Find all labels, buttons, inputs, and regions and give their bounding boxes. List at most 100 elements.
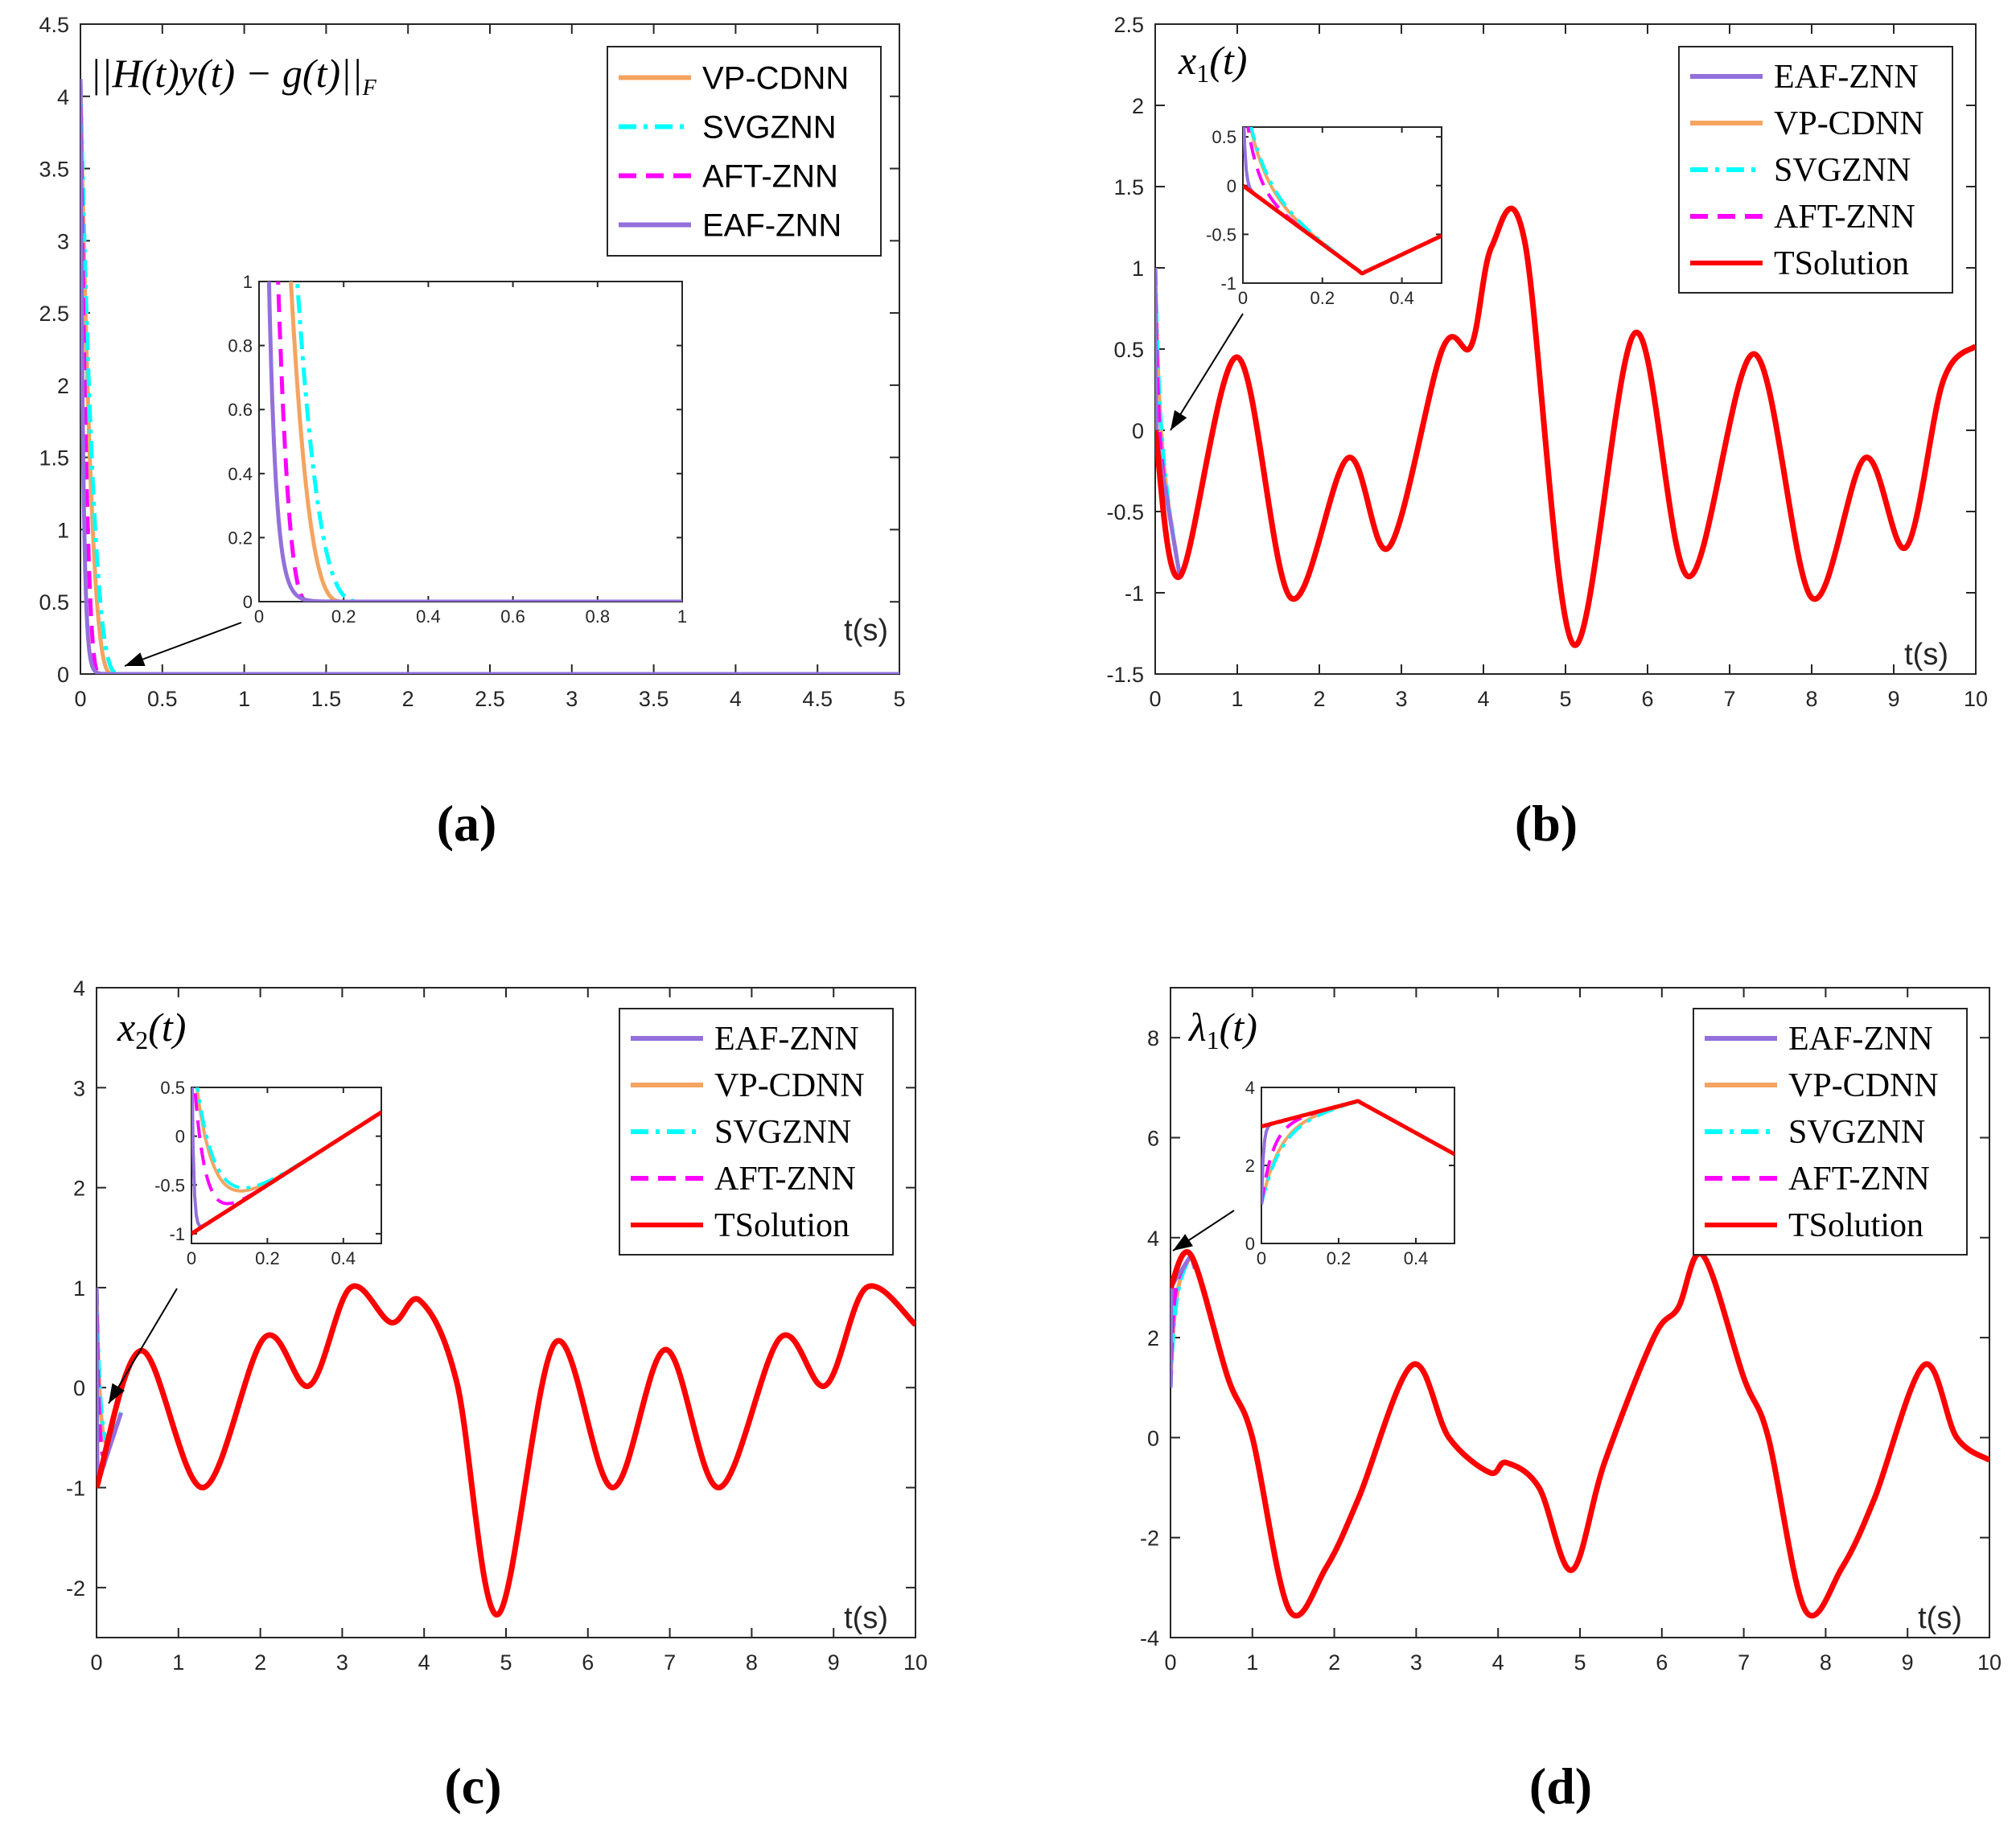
x-tick-label: 3 <box>566 687 578 711</box>
y-tick-label: 1 <box>1132 257 1144 281</box>
x-tick-label: 3 <box>1410 1650 1422 1675</box>
x-tick-label: 0 <box>90 1650 102 1675</box>
x-tick-label: 5 <box>893 687 905 711</box>
x-tick-label: 7 <box>664 1650 676 1675</box>
inset-y-tick-label: -1 <box>169 1224 185 1244</box>
y-tick-label: 2 <box>1147 1326 1159 1350</box>
inset-y-tick-label: 0 <box>175 1127 185 1147</box>
x-tick-label: 2 <box>1313 687 1325 711</box>
legend-label: AFT-ZNN <box>702 159 838 195</box>
inset-x-tick-label: 0 <box>187 1248 196 1268</box>
y-tick-label: -4 <box>1140 1626 1159 1650</box>
x-tick-label: 2 <box>402 687 414 711</box>
inset-series-svgznn <box>294 282 682 602</box>
x-tick-label: 10 <box>903 1650 928 1675</box>
panel-title: λ1(t) <box>1187 1005 1257 1054</box>
inset-y-tick-label: 0.5 <box>160 1078 185 1098</box>
panel-caption: (a) <box>437 795 497 852</box>
x-tick-label: 3 <box>336 1650 348 1675</box>
y-tick-label: -1.5 <box>1106 663 1144 687</box>
inset-series-tsolution <box>1261 1099 1454 1157</box>
panel-caption: (b) <box>1515 795 1578 852</box>
inset-frame <box>258 281 683 602</box>
legend-label: EAF-ZNN <box>702 208 841 244</box>
callout-arrow-line <box>1170 313 1244 431</box>
inset-y-tick-label: -0.5 <box>1206 224 1236 245</box>
y-tick-label: 2.5 <box>39 302 69 326</box>
x-tick-label: 1 <box>1231 687 1243 711</box>
inset-y-tick-label: 0 <box>1227 176 1236 196</box>
legend-label: TSolution <box>1788 1207 1923 1244</box>
callout-arrow-head <box>109 1383 125 1404</box>
legend-label: AFT-ZNN <box>714 1161 856 1198</box>
inset-x-tick-label: 0 <box>1257 1248 1266 1268</box>
legend-label: AFT-ZNN <box>1788 1161 1930 1198</box>
inset-y-tick-label: 4 <box>1245 1078 1255 1098</box>
x-tick-label: 10 <box>1977 1650 2002 1675</box>
inset-x-tick-label: 0.2 <box>1310 288 1335 308</box>
panel-caption: (c) <box>444 1757 501 1815</box>
y-tick-label: 3.5 <box>39 158 69 182</box>
inset-y-tick-label: 0.6 <box>228 400 253 420</box>
x-tick-label: 0 <box>1149 687 1161 711</box>
y-tick-label: 1.5 <box>39 446 69 471</box>
panel-title: x1(t) <box>1178 38 1247 88</box>
panel-title-main: x <box>1178 38 1196 83</box>
y-tick-label: 2 <box>57 374 69 398</box>
y-tick-label: 3 <box>57 229 69 253</box>
y-tick-label: 0.5 <box>1113 338 1144 362</box>
y-tick-label: -2 <box>66 1576 85 1601</box>
x-tick-label: 4 <box>418 1650 430 1675</box>
callout-arrow-head <box>1171 409 1187 430</box>
y-tick-label: 4 <box>1147 1227 1159 1251</box>
legend-label: VP-CDNN <box>1774 105 1924 142</box>
inset-y-tick-label: 0 <box>243 592 253 612</box>
panel-title-tail: (t) <box>148 1005 186 1050</box>
y-tick-label: 8 <box>1147 1026 1159 1050</box>
x-tick-label: 0.5 <box>147 687 178 711</box>
legend-label: TSolution <box>714 1207 850 1244</box>
inset-y-tick-label: -0.5 <box>154 1175 185 1195</box>
inset-x-tick-label: 0.8 <box>586 606 611 627</box>
callout-arrow-head <box>125 652 146 667</box>
legend-label: VP-CDNN <box>1788 1067 1939 1104</box>
inset-x-tick-label: 0.4 <box>1404 1248 1429 1268</box>
panel-title-tail: (t) <box>1209 38 1247 83</box>
x-axis-label: t(s) <box>844 614 888 647</box>
x-tick-label: 4.5 <box>802 687 833 711</box>
panel-caption: (d) <box>1529 1757 1592 1815</box>
inset-frame <box>1261 1087 1455 1244</box>
series-tsolution <box>97 1283 915 1617</box>
x-tick-label: 9 <box>1902 1650 1914 1675</box>
inset-x-tick-label: 0 <box>1238 288 1248 308</box>
x-tick-label: 2.5 <box>475 687 505 711</box>
callout-arrow-line <box>124 622 242 667</box>
x-tick-label: 4 <box>1492 1650 1504 1675</box>
panel-title-main: ||H(t)y(t) − g(t)|| <box>90 51 363 96</box>
panel-title-subscript: 2 <box>135 1025 148 1054</box>
x-tick-label: 6 <box>1656 1650 1668 1675</box>
y-tick-label: 4 <box>57 85 69 109</box>
y-tick-label: 1.5 <box>1113 175 1144 199</box>
x-tick-label: 5 <box>500 1650 512 1675</box>
y-tick-label: 0 <box>73 1376 85 1400</box>
panel-title-main: λ <box>1187 1005 1207 1050</box>
y-tick-label: 2 <box>73 1177 85 1201</box>
inset-y-tick-label: 0.5 <box>1212 127 1236 147</box>
y-tick-label: 0.5 <box>39 590 69 614</box>
x-tick-label: 8 <box>1805 687 1817 711</box>
panel-b-x1: 0 1 2 3 4 5 6 7 8 9 10-1.5-1-0.500.511.522.5t(s)x1… <box>1106 13 1988 852</box>
x-tick-label: 2 <box>254 1650 266 1675</box>
series-tsolution <box>1171 1249 1989 1619</box>
inset-y-tick-label: 0 <box>1245 1234 1255 1254</box>
x-tick-label: 9 <box>1887 687 1899 711</box>
inset-frame <box>191 1087 382 1244</box>
panel-title-subscript: 1 <box>1196 59 1209 88</box>
legend-label: EAF-ZNN <box>1774 59 1919 96</box>
inset-x-tick-label: 0.6 <box>500 606 525 627</box>
legend-box <box>607 46 882 257</box>
legend-box <box>1678 46 1953 294</box>
panel-title-subscript: 1 <box>1207 1025 1220 1054</box>
